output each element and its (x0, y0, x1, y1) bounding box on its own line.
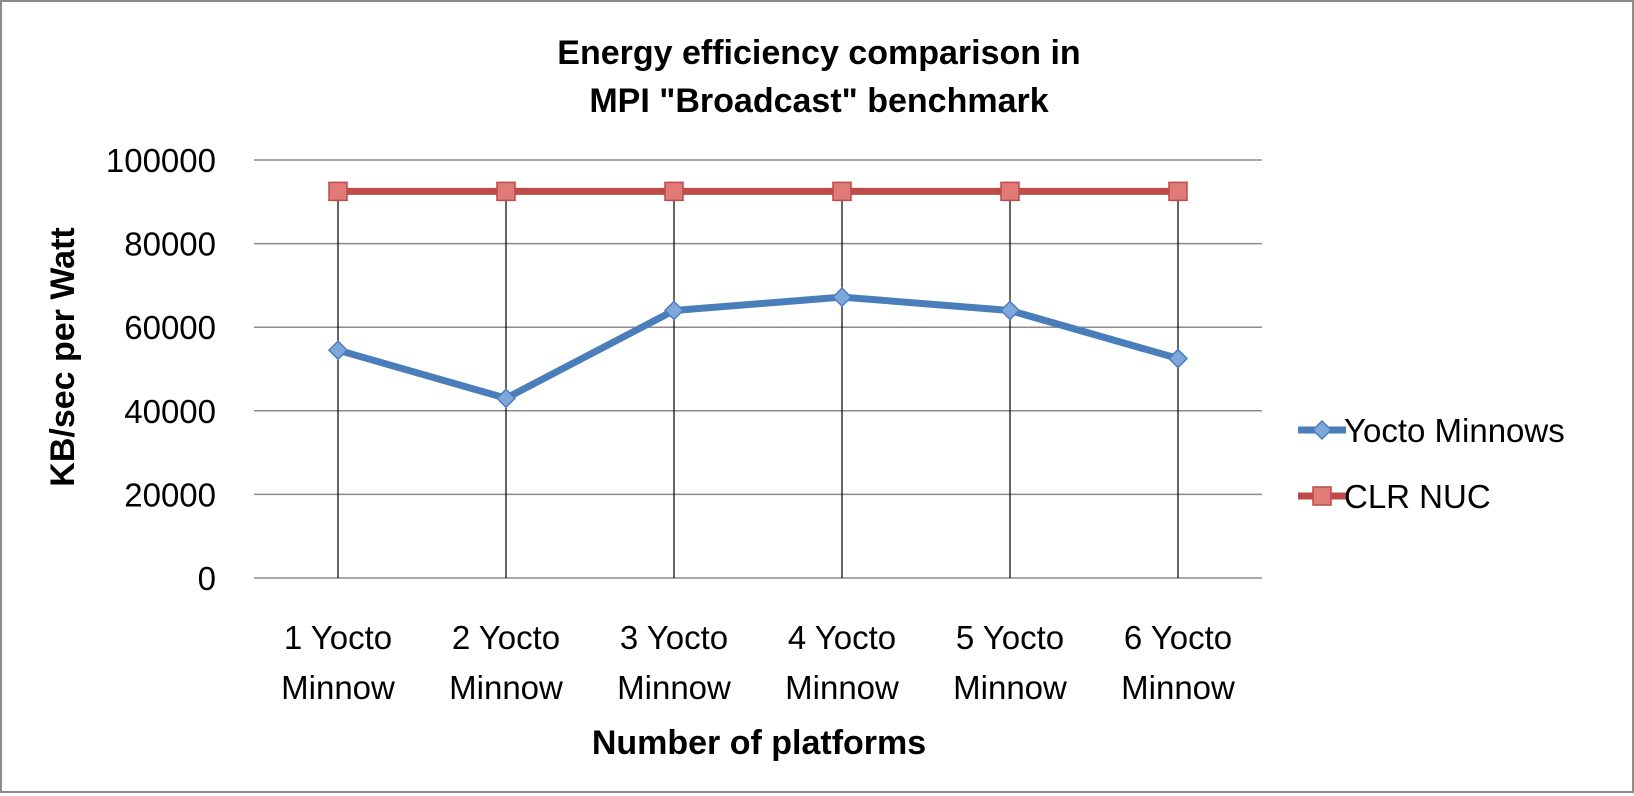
x-tick-label: 6 Yocto (1124, 619, 1232, 656)
x-tick-label: 4 Yocto (788, 619, 896, 656)
x-tick-label: 2 Yocto (452, 619, 560, 656)
legend-marker (1312, 486, 1332, 506)
y-tick-label: 0 (198, 560, 216, 597)
x-axis-title: Number of platforms (592, 724, 926, 762)
x-tick-label: 3 Yocto (620, 619, 728, 656)
data-point (663, 300, 685, 321)
data-point (831, 287, 853, 308)
x-tick-label: Minnow (449, 669, 563, 706)
y-tick-label: 100000 (106, 142, 216, 179)
legend-marker (1311, 419, 1333, 441)
data-point (832, 181, 852, 202)
data-point (1168, 181, 1188, 202)
data-point (496, 181, 516, 202)
x-tick-label: Minnow (281, 669, 395, 706)
data-point (495, 388, 517, 409)
y-axis-title: KB/sec per Watt (44, 227, 82, 486)
y-tick-label: 60000 (124, 309, 216, 346)
series-lines (327, 181, 1189, 409)
x-tick-label: Minnow (1121, 669, 1235, 706)
x-tick-label: 1 Yocto (284, 619, 392, 656)
y-tick-label: 40000 (124, 393, 216, 430)
drop-lines (337, 191, 1179, 578)
y-tick-label: 80000 (124, 226, 216, 263)
x-tick-label: 5 Yocto (956, 619, 1064, 656)
legend-label: Yocto Minnows (1344, 412, 1565, 449)
data-point (664, 181, 684, 202)
chart-title: Energy efficiency comparison in MPI "Broa… (557, 34, 1080, 120)
data-point (327, 340, 349, 361)
x-tick-label: Minnow (617, 669, 731, 706)
y-tick-label: 20000 (124, 476, 216, 513)
legend: Yocto Minnows CLR NUC (1298, 412, 1565, 515)
x-tick-labels: 1 Yocto Minnow 2 Yocto Minnow 3 Yocto Minnow 4… (281, 619, 1235, 706)
series-line (334, 293, 1182, 402)
data-point (328, 181, 348, 202)
x-tick-label: Minnow (953, 669, 1067, 706)
chart-title-line: MPI "Broadcast" benchmark (589, 82, 1048, 120)
x-tick-label: Minnow (785, 669, 899, 706)
gridlines (254, 159, 1262, 579)
chart-title-line: Energy efficiency comparison in (557, 34, 1080, 72)
legend-label: CLR NUC (1344, 478, 1491, 515)
data-point (999, 300, 1021, 321)
data-point (1000, 181, 1020, 202)
y-tick-labels: 0 20000 40000 60000 80000 100000 (106, 142, 216, 597)
data-point (1167, 348, 1189, 369)
